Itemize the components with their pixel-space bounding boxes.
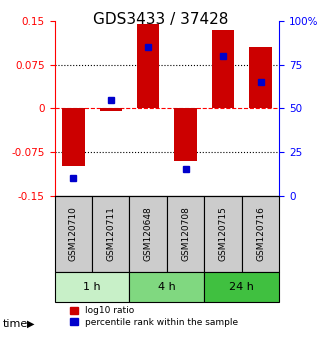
Text: GSM120710: GSM120710 bbox=[69, 206, 78, 261]
Text: 4 h: 4 h bbox=[158, 282, 176, 292]
Text: time: time bbox=[3, 319, 29, 329]
Text: 24 h: 24 h bbox=[230, 282, 254, 292]
Text: GSM120648: GSM120648 bbox=[144, 206, 153, 261]
Text: GSM120708: GSM120708 bbox=[181, 206, 190, 261]
FancyBboxPatch shape bbox=[129, 272, 204, 302]
Bar bbox=[174, 108, 197, 161]
Bar bbox=[249, 47, 272, 108]
FancyBboxPatch shape bbox=[167, 195, 204, 272]
Text: 1 h: 1 h bbox=[83, 282, 101, 292]
Text: GSM120711: GSM120711 bbox=[106, 206, 115, 261]
Bar bbox=[212, 30, 234, 108]
FancyBboxPatch shape bbox=[129, 195, 167, 272]
Text: ▶: ▶ bbox=[27, 319, 35, 329]
FancyBboxPatch shape bbox=[204, 272, 279, 302]
Text: GDS3433 / 37428: GDS3433 / 37428 bbox=[93, 12, 228, 27]
Legend: log10 ratio, percentile rank within the sample: log10 ratio, percentile rank within the … bbox=[70, 306, 238, 327]
Bar bbox=[100, 108, 122, 111]
Bar bbox=[62, 108, 84, 166]
Text: GSM120716: GSM120716 bbox=[256, 206, 265, 261]
FancyBboxPatch shape bbox=[92, 195, 129, 272]
FancyBboxPatch shape bbox=[55, 195, 92, 272]
Text: GSM120715: GSM120715 bbox=[219, 206, 228, 261]
FancyBboxPatch shape bbox=[242, 195, 279, 272]
FancyBboxPatch shape bbox=[204, 195, 242, 272]
Bar bbox=[137, 24, 160, 108]
FancyBboxPatch shape bbox=[55, 272, 129, 302]
